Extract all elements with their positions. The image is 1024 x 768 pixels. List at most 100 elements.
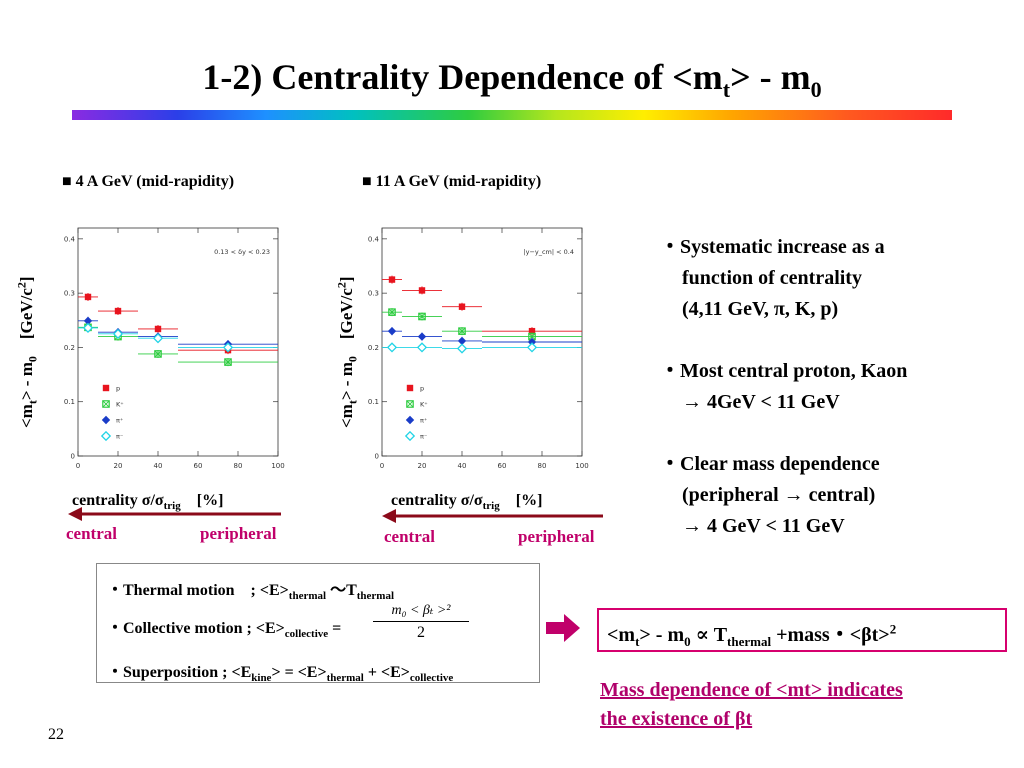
conclusion-text: Mass dependence of <mt> indicates the ex… [600, 676, 903, 734]
y-tick-label: 0.4 [64, 235, 76, 243]
chart-11gev: 0 20 40 60 80 100 0 0.1 0.2 0.3 0.4 |y−y_cm| < 0.4 p… [368, 227, 589, 470]
data-point [418, 287, 426, 294]
y-tick-label: 0.3 [368, 290, 379, 298]
x-tick-label: 20 [114, 462, 123, 470]
legend-label: π⁻ [116, 433, 123, 441]
label-peripheral-left: peripheral [200, 524, 277, 543]
y-tick-label: 0.1 [64, 398, 75, 406]
legend-marker [102, 400, 110, 408]
chart-4gev: 0 20 40 60 80 100 0 0.1 0.2 0.3 0.4 0.13 < δy < 0.2… [64, 227, 285, 470]
x-tick-label: 0 [76, 462, 80, 470]
legend-label: K⁺ [116, 401, 124, 409]
y-axis-label-left: <mt> - m0 [GeV/c2] [14, 276, 40, 428]
legend-marker [102, 384, 110, 392]
legend-marker [101, 415, 111, 425]
data-point [457, 336, 467, 346]
bullet-1-line-2: function of centrality [682, 267, 862, 289]
formula-box: ・Thermal motion ; <E>thermal ～Tthermal ・… [96, 563, 540, 685]
legend-marker [100, 430, 112, 442]
legend-label: π⁻ [420, 433, 427, 441]
x-axis-label-right: centrality σ/σtrig [%] [391, 492, 543, 513]
y-tick-label: 0.1 [368, 398, 379, 406]
direction-arrow-left [68, 507, 281, 521]
x-tick-label: 100 [575, 462, 588, 470]
right-arrow-icon [546, 614, 580, 642]
data-point [386, 342, 398, 353]
legend-label: π⁺ [420, 417, 427, 425]
bullet-3-line-2: (peripheral → central) [682, 484, 876, 506]
conclusion-line-1: Mass dependence of <mt> indicates [600, 679, 903, 701]
legend-label: π⁺ [116, 417, 123, 425]
fraction-denominator: 2 [373, 621, 469, 642]
x-tick-label: 60 [498, 462, 507, 470]
x-tick-label: 40 [458, 462, 467, 470]
x-tick-label: 80 [234, 462, 243, 470]
label-central-right: central [384, 527, 435, 546]
data-point [458, 327, 466, 335]
panel-heading-4gev: ■ 4 A GeV (mid-rapidity) [62, 173, 235, 190]
legend-label: p [420, 385, 424, 393]
data-point [82, 322, 94, 334]
data-point [154, 350, 162, 358]
x-tick-label: 0 [380, 462, 384, 470]
fraction: m₀ < βₜ >² 2 [373, 602, 469, 642]
y-tick-label: 0 [375, 453, 379, 461]
legend-marker [406, 384, 414, 392]
x-tick-label: 100 [271, 462, 284, 470]
slide-title: 1-2) Centrality Dependence of <mt> - m0 [202, 57, 822, 103]
x-tick-label: 60 [194, 462, 203, 470]
y-tick-label: 0.3 [64, 290, 75, 298]
panel-heading-11gev: ■ 11 A GeV (mid-rapidity) [362, 173, 542, 190]
y-tick-label: 0 [71, 453, 75, 461]
data-point [84, 293, 92, 301]
data-point [418, 312, 426, 321]
data-point [224, 358, 232, 366]
label-central-left: central [66, 524, 117, 543]
data-point [526, 342, 538, 353]
legend-marker [406, 400, 414, 408]
legend-label: K⁺ [420, 401, 428, 409]
data-point [417, 332, 427, 341]
plot-frame [77, 227, 279, 457]
bullet-3-line-3: → 4 GeV < 11 GeV [682, 515, 845, 537]
bullet-2-line-1: ・Most central proton, Kaon [660, 360, 908, 382]
data-point [388, 276, 396, 283]
data-point [154, 325, 162, 333]
data-point [387, 326, 397, 336]
chart-annotation: |y−y_cm| < 0.4 [523, 248, 574, 256]
data-point [528, 327, 536, 335]
bullet-2-line-2: → 4GeV < 11 GeV [682, 391, 840, 413]
fraction-numerator: m₀ < βₜ >² [391, 603, 451, 618]
x-tick-label: 80 [538, 462, 547, 470]
data-point [388, 308, 396, 316]
y-tick-label: 0.2 [368, 344, 379, 352]
bullet-1-line-1: ・Systematic increase as a [660, 236, 885, 258]
rainbow-divider [72, 110, 952, 120]
page-number: 22 [48, 726, 64, 743]
conclusion-line-2: the existence of βt [600, 708, 753, 730]
x-tick-label: 40 [154, 462, 163, 470]
data-point [152, 333, 164, 344]
result-formula-box: <mt> - m0 ∝ Tthermal +mass・<βt>2 [597, 608, 1007, 652]
label-peripheral-right: peripheral [518, 527, 595, 546]
bullet-1-line-3: (4,11 GeV, π, K, p) [682, 298, 839, 320]
x-tick-label: 20 [418, 462, 427, 470]
legend-marker [405, 415, 415, 425]
legend-marker [404, 430, 416, 442]
data-point [112, 328, 124, 339]
chart-annotation: 0.13 < δy < 0.23 [214, 248, 270, 256]
formula-superposition: ・Superposition ; <Ekine> = <E>thermal + … [107, 664, 454, 685]
data-point [83, 316, 93, 326]
data-point [222, 342, 234, 353]
y-axis-label-right: <mt> - m0 [GeV/c2] [334, 276, 360, 428]
data-point [416, 342, 428, 353]
bullet-3-line-1: ・Clear mass dependence [660, 453, 880, 475]
legend-label: p [116, 385, 120, 393]
y-tick-label: 0.2 [64, 344, 75, 352]
y-tick-label: 0.4 [368, 235, 380, 243]
data-point [114, 307, 122, 315]
formula-thermal: ・Thermal motion ; <E>thermal ～Tthermal [107, 582, 395, 603]
formula-collective: ・Collective motion ; <E>collective = [107, 620, 342, 641]
data-point [458, 303, 466, 310]
data-point [456, 343, 468, 354]
